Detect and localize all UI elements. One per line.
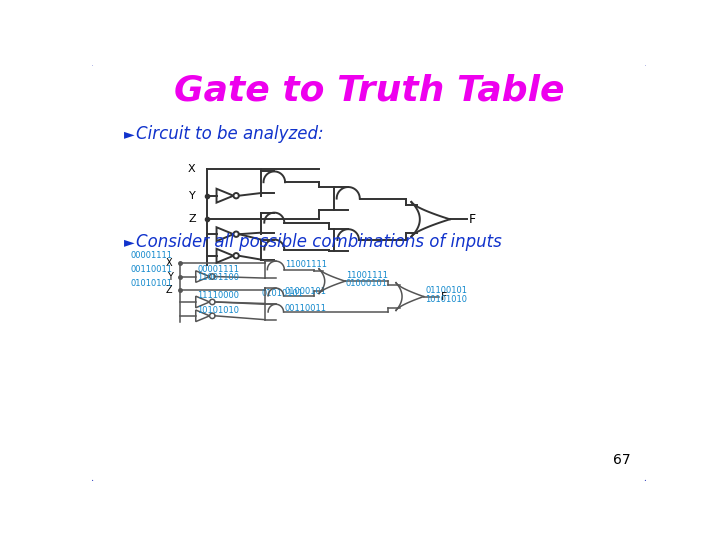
- Text: Z: Z: [166, 285, 173, 295]
- Text: X: X: [188, 164, 196, 174]
- Text: 11001111: 11001111: [285, 260, 327, 269]
- Text: 01010101: 01010101: [261, 289, 303, 298]
- Text: Z: Z: [188, 214, 196, 224]
- Text: 67: 67: [613, 453, 631, 467]
- Text: 01000101: 01000101: [284, 287, 326, 296]
- Text: Consider all possible combinations of inputs: Consider all possible combinations of in…: [135, 233, 501, 251]
- Text: 01010101: 01010101: [130, 279, 173, 288]
- Text: Gate to Truth Table: Gate to Truth Table: [174, 73, 564, 107]
- Text: 00001111: 00001111: [130, 251, 173, 260]
- Text: 00001111: 00001111: [197, 265, 239, 274]
- Text: 01100101: 01100101: [426, 286, 467, 295]
- Text: 00110011: 00110011: [284, 303, 326, 313]
- Text: Y: Y: [189, 191, 196, 201]
- Text: Circuit to be analyzed:: Circuit to be analyzed:: [135, 125, 323, 143]
- Text: ►: ►: [124, 127, 135, 141]
- Text: 11001100: 11001100: [197, 273, 239, 282]
- Text: F: F: [441, 292, 447, 301]
- Text: 10101010: 10101010: [426, 295, 467, 304]
- Text: Y: Y: [167, 272, 173, 281]
- FancyBboxPatch shape: [89, 62, 649, 484]
- Text: 01000101: 01000101: [346, 279, 388, 288]
- Text: 10101010: 10101010: [197, 306, 239, 315]
- Text: 11110000: 11110000: [197, 291, 239, 300]
- Text: 00110011: 00110011: [130, 265, 173, 274]
- Text: F: F: [469, 213, 476, 226]
- Text: X: X: [166, 258, 173, 268]
- Text: 11001111: 11001111: [346, 271, 388, 280]
- Text: ►: ►: [124, 235, 135, 249]
